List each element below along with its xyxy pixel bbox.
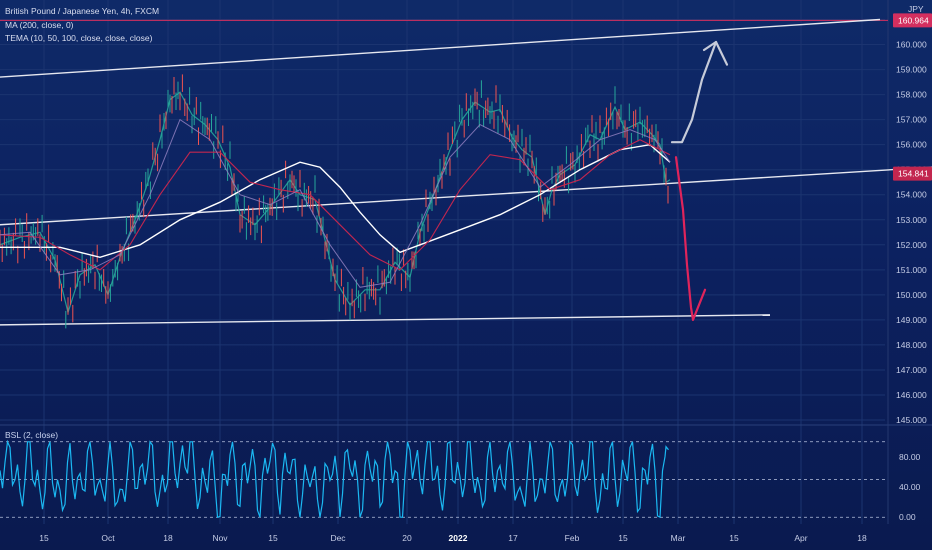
currency-label: JPY <box>908 4 924 14</box>
x-tick-label: Feb <box>565 533 580 543</box>
y-tick-label: 147.000 <box>896 365 927 375</box>
y-tick-label: 160.000 <box>896 40 927 50</box>
osc-tick-label: 0.00 <box>899 512 916 522</box>
price-tag-box <box>893 166 932 181</box>
y-tick-label: 158.000 <box>896 90 927 100</box>
y-tick-label: 146.000 <box>896 390 927 400</box>
x-tick-label: 15 <box>729 533 739 543</box>
x-tick-label: 15 <box>268 533 278 543</box>
y-tick-label: 152.000 <box>896 240 927 250</box>
y-tick-label: 159.000 <box>896 65 927 75</box>
price-tag-label: 154.841 <box>898 169 929 179</box>
x-tick-label: Dec <box>330 533 346 543</box>
y-tick-label: 149.000 <box>896 315 927 325</box>
bsl-line <box>0 439 669 519</box>
y-tick-label: 151.000 <box>896 265 927 275</box>
bearish-arrow <box>674 156 707 321</box>
price-tag-box <box>893 13 932 28</box>
ma200-line <box>0 143 671 259</box>
x-tick-label: Nov <box>212 533 228 543</box>
x-tick-label: Oct <box>101 533 115 543</box>
x-tick-label: Mar <box>671 533 686 543</box>
x-tick-label: 17 <box>508 533 518 543</box>
y-tick-label: 145.000 <box>896 415 927 425</box>
tema-line <box>0 139 671 271</box>
bullish-arrow <box>670 40 718 144</box>
y-tick-label: 153.000 <box>896 215 927 225</box>
x-tick-label: 15 <box>618 533 628 543</box>
upper-channel <box>0 18 881 78</box>
legend-bsl[interactable]: BSL (2, close) <box>5 430 59 440</box>
osc-tick-label: 80.00 <box>899 452 921 462</box>
x-tick-label: 18 <box>163 533 173 543</box>
osc-tick-label: 40.00 <box>899 482 921 492</box>
x-tick-label: 2022 <box>449 533 468 543</box>
x-tick-label: 15 <box>39 533 49 543</box>
middle-line <box>0 166 932 226</box>
legend-ma200[interactable]: MA (200, close, 0) <box>5 20 74 30</box>
y-tick-label: 157.000 <box>896 115 927 125</box>
lower-line <box>0 314 771 326</box>
x-tick-label: Apr <box>794 533 807 543</box>
x-tick-label: 18 <box>857 533 867 543</box>
price-tag-label: 160.964 <box>898 15 929 25</box>
y-tick-label: 154.000 <box>896 190 927 200</box>
y-tick-label: 150.000 <box>896 290 927 300</box>
legend-tema[interactable]: TEMA (10, 50, 100, close, close, close) <box>5 33 153 43</box>
tema-fast-line <box>0 118 671 288</box>
y-tick-label: 156.000 <box>896 140 927 150</box>
y-tick-label: 148.000 <box>896 340 927 350</box>
bullish-arrow-head <box>702 40 729 66</box>
symbol-title[interactable]: British Pound / Japanese Yen, 4h, FXCM <box>5 6 160 16</box>
x-tick-label: 20 <box>402 533 412 543</box>
